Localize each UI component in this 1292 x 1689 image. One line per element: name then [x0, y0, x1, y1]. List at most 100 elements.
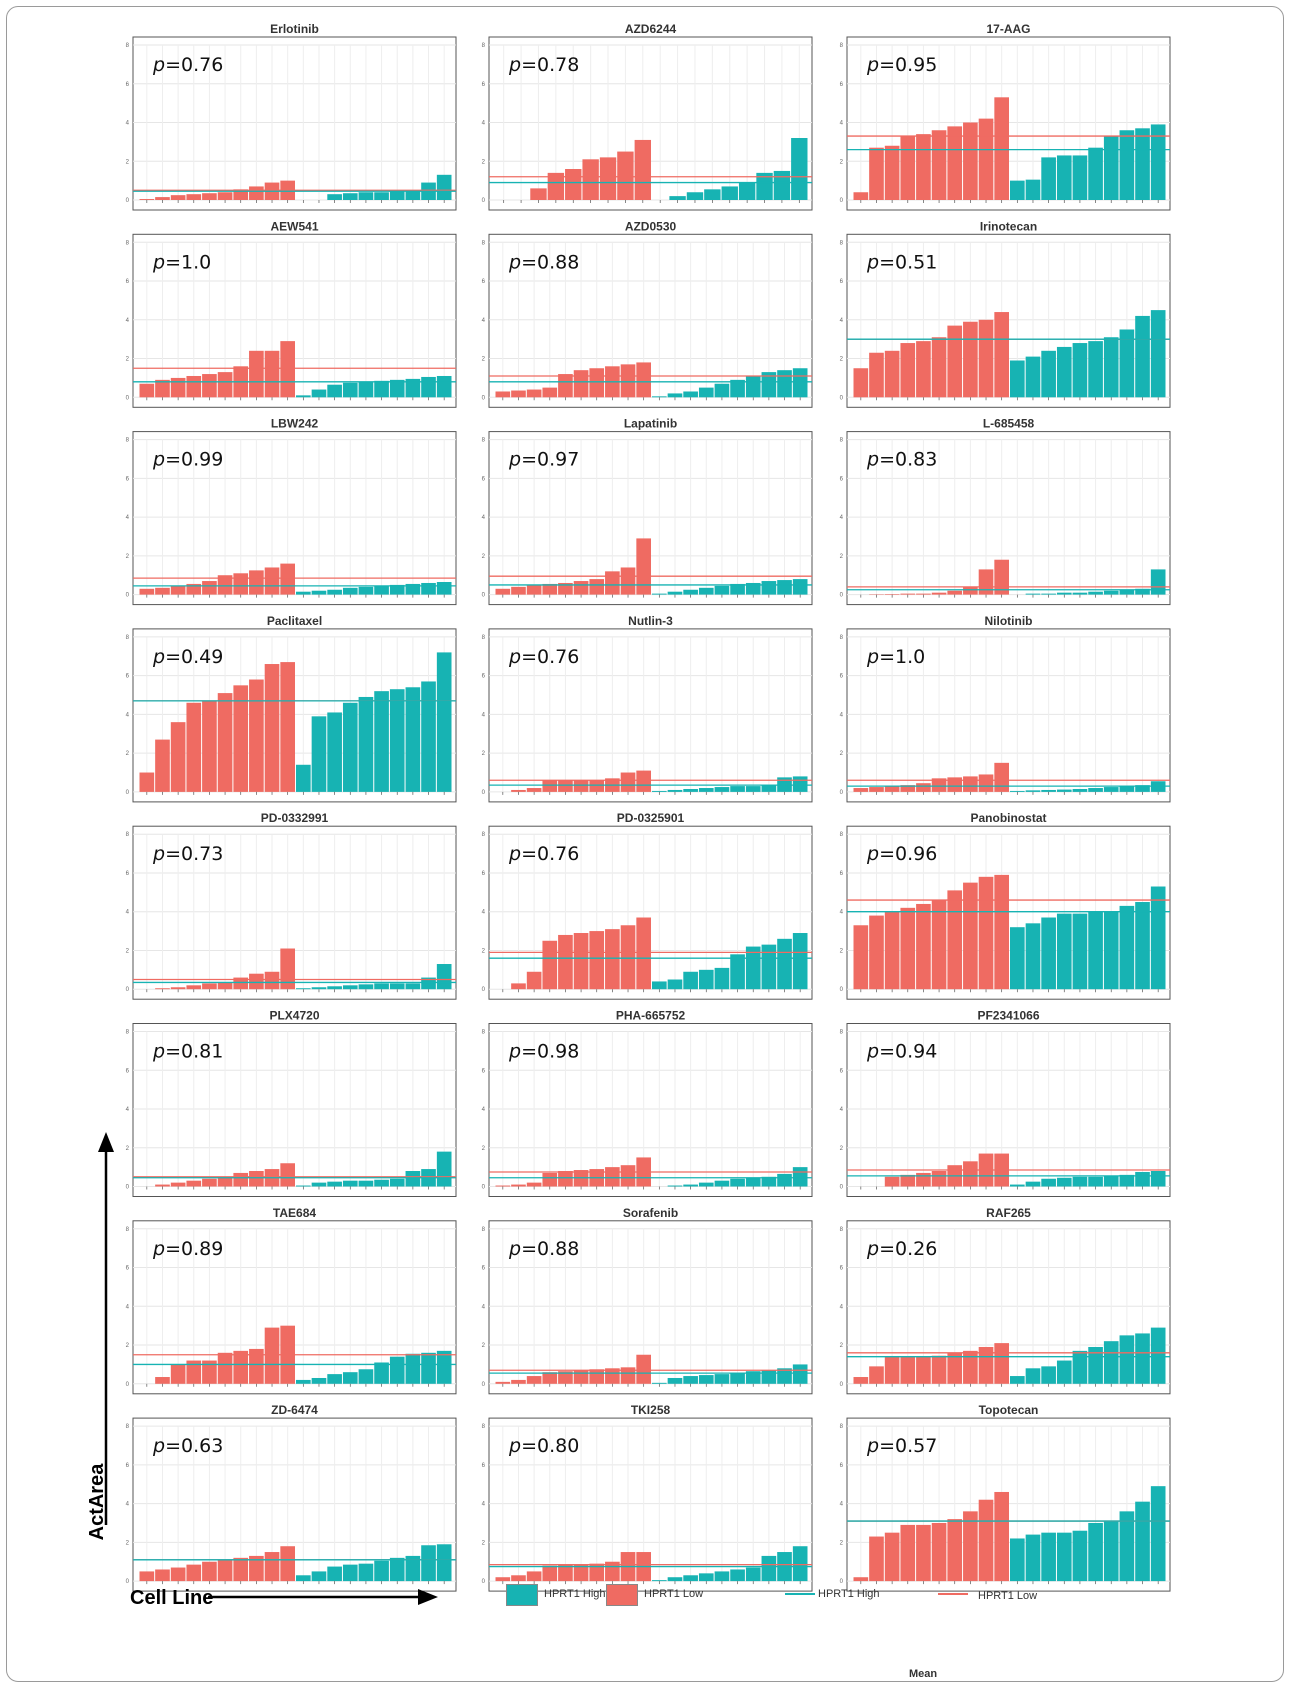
- p-symbol: p: [508, 1435, 521, 1457]
- bar-high: [1119, 905, 1135, 990]
- panel-panobinostat: Panobinostat 0 2 4 6 8 p=0.96: [840, 811, 1171, 1000]
- legend-label-high: HPRT1 High: [544, 1588, 606, 1600]
- bar-low: [869, 1536, 884, 1582]
- bar-low: [155, 379, 170, 398]
- panel-raf265: RAF265 0 2 4 6 8 p=0.26: [840, 1206, 1171, 1395]
- bar-high: [761, 372, 777, 398]
- bar-low: [853, 368, 869, 398]
- bar-high: [714, 1571, 730, 1582]
- bar-low: [542, 387, 558, 398]
- bar-high: [342, 587, 358, 595]
- bar-low: [170, 585, 186, 595]
- bar-low: [202, 1360, 217, 1384]
- y-tick-label: 2: [482, 1343, 486, 1349]
- panel-title: ZD-6474: [271, 1403, 318, 1417]
- bar-low: [264, 664, 280, 792]
- bar-low: [495, 1577, 511, 1582]
- bar-low: [636, 917, 651, 990]
- bar-low: [547, 172, 565, 200]
- bar-low: [916, 903, 931, 990]
- bar-low: [186, 1360, 202, 1384]
- bar-high: [296, 1379, 311, 1384]
- y-tick-label: 0: [482, 790, 486, 796]
- bar-high: [1072, 913, 1088, 990]
- bar-high: [1056, 789, 1072, 792]
- y-tick-label: 2: [126, 554, 130, 560]
- bar-low: [186, 1564, 202, 1582]
- y-tick-label: 8: [126, 438, 130, 444]
- y-tick-label: 4: [126, 1304, 130, 1310]
- y-tick-label: 8: [482, 438, 486, 444]
- y-tick-label: 4: [482, 1107, 486, 1113]
- y-tick-label: 6: [482, 1463, 486, 1469]
- y-tick-label: 8: [482, 832, 486, 838]
- bar-low: [202, 193, 217, 200]
- bar-high: [745, 1177, 761, 1187]
- p-value: =0.88: [521, 1238, 579, 1260]
- bar-low: [884, 145, 900, 200]
- bar-high: [714, 787, 730, 792]
- bar-high: [1150, 886, 1166, 990]
- y-tick-label: 4: [840, 1502, 844, 1508]
- p-symbol: p: [866, 54, 879, 76]
- bar-high: [761, 581, 777, 595]
- bar-low: [139, 383, 155, 398]
- bar-low: [280, 563, 295, 595]
- bar-low: [233, 977, 249, 990]
- bar-low: [170, 722, 186, 792]
- bar-low: [558, 780, 573, 792]
- bar-low: [186, 1180, 202, 1187]
- bar-high: [683, 1575, 698, 1582]
- bar-low: [170, 1182, 186, 1187]
- y-tick-label: 4: [126, 1502, 130, 1508]
- bar-high: [421, 977, 436, 990]
- bar-high: [652, 1382, 667, 1384]
- bar-high: [342, 1564, 358, 1582]
- p-value-label: p=0.80: [508, 1435, 579, 1457]
- bar-high: [1025, 593, 1041, 595]
- bar-high: [1088, 341, 1103, 398]
- bar-low: [620, 567, 636, 595]
- bar-low: [978, 118, 994, 200]
- y-tick-label: 2: [840, 751, 844, 757]
- y-tick-label: 6: [840, 82, 844, 88]
- legend-swatch-high: [506, 1584, 538, 1606]
- y-tick-label: 6: [126, 871, 130, 877]
- panel-title: RAF265: [986, 1206, 1031, 1220]
- panel-title: Panobinostat: [970, 811, 1046, 825]
- bar-low: [884, 911, 900, 990]
- p-value-label: p=1.0: [866, 646, 925, 668]
- y-tick-label: 2: [126, 948, 130, 954]
- panel-plx4720: PLX4720 0 2 4 6 8 p=0.81: [126, 1009, 457, 1197]
- bar-low: [573, 933, 589, 990]
- bar-high: [777, 1368, 792, 1384]
- y-tick-label: 8: [482, 1227, 486, 1233]
- panel-l-685458: L-685458 0 2 4 6 8 p=0.83: [840, 417, 1171, 606]
- bar-high: [311, 1182, 327, 1187]
- bar-high: [652, 1580, 667, 1582]
- panel-title: AZD0530: [625, 219, 677, 233]
- y-tick-label: 0: [482, 395, 486, 401]
- bar-high: [698, 587, 714, 595]
- y-tick-label: 2: [482, 948, 486, 954]
- bar-high: [1150, 124, 1166, 200]
- bar-low: [202, 983, 217, 990]
- bar-low: [249, 679, 264, 792]
- bar-high: [327, 1181, 342, 1187]
- y-tick-label: 2: [126, 1146, 130, 1152]
- bar-high: [1135, 1171, 1150, 1187]
- bar-low: [573, 1564, 589, 1582]
- p-value: =0.76: [521, 843, 579, 865]
- bar-high: [683, 391, 698, 398]
- bar-low: [620, 772, 636, 792]
- y-tick-label: 6: [482, 279, 486, 285]
- p-value: =0.88: [521, 251, 579, 273]
- bar-low: [264, 350, 280, 398]
- y-tick-label: 4: [840, 1304, 844, 1310]
- y-tick-label: 4: [840, 712, 844, 718]
- bar-high: [792, 1364, 808, 1384]
- bar-low: [526, 584, 542, 595]
- bar-low: [155, 197, 170, 200]
- bar-high: [698, 788, 714, 792]
- panel-aew541: AEW541 0 2 4 6 8 p=1.0: [126, 219, 457, 408]
